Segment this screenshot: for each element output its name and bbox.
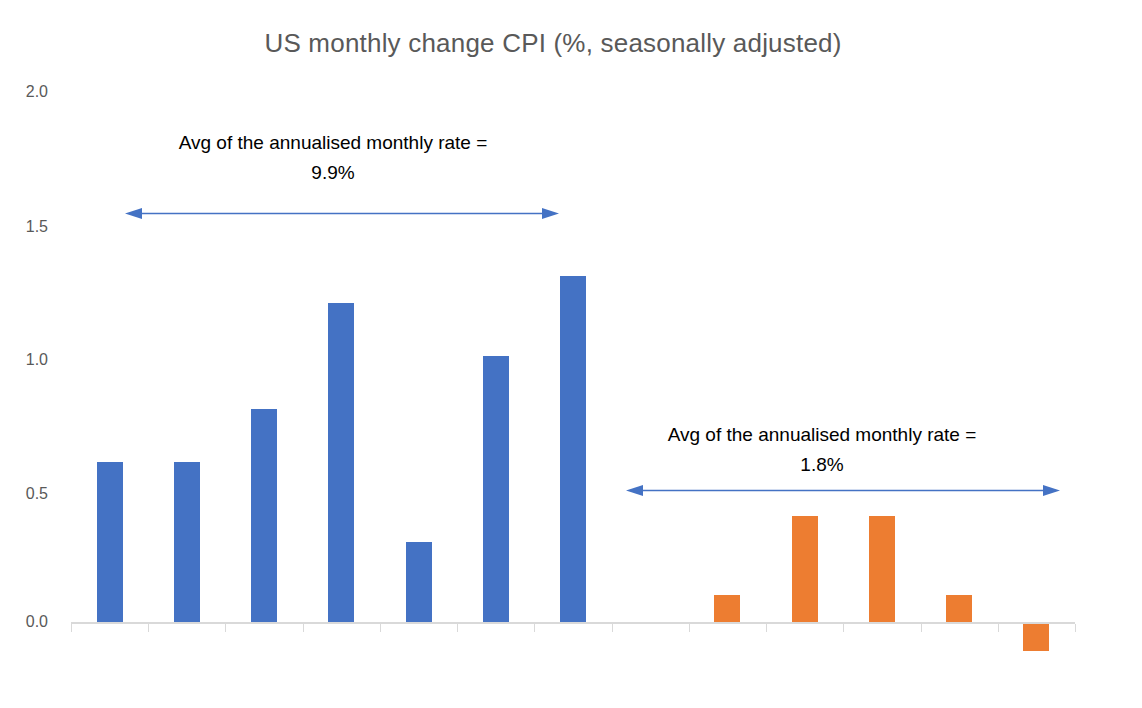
orange-bar	[1023, 624, 1049, 651]
x-axis-tick-mark	[1075, 624, 1076, 632]
orange-bar	[714, 595, 740, 622]
x-axis-tick-mark	[843, 624, 844, 632]
x-axis-tick-mark	[148, 624, 149, 632]
blue-bar	[251, 409, 277, 622]
blue-bar	[174, 462, 200, 622]
x-axis-tick-mark	[457, 624, 458, 632]
x-axis-tick-mark	[71, 624, 72, 632]
annotation-blue-period: Avg of the annualised monthly rate = 9.9…	[113, 128, 553, 188]
blue-bar	[328, 303, 354, 622]
annotation-text-line2: 1.8%	[602, 450, 1042, 480]
annotation-text-line1: Avg of the annualised monthly rate =	[602, 420, 1042, 450]
x-axis-tick-mark	[380, 624, 381, 632]
x-axis-tick-mark	[998, 624, 999, 632]
annotation-text-line2: 9.9%	[113, 158, 553, 188]
double-arrow-icon	[125, 207, 559, 220]
x-axis-tick-mark	[303, 624, 304, 632]
double-arrow-icon	[626, 484, 1060, 497]
cpi-bar-chart: US monthly change CPI (%, seasonally adj…	[0, 0, 1142, 708]
blue-bar	[406, 542, 432, 622]
plot-area	[0, 0, 1142, 708]
blue-bar	[560, 276, 586, 622]
x-axis-tick-mark	[921, 624, 922, 632]
x-axis-tick-mark	[612, 624, 613, 632]
orange-bar	[869, 516, 895, 622]
annotation-orange-period: Avg of the annualised monthly rate = 1.8…	[602, 420, 1042, 480]
annotation-text-line1: Avg of the annualised monthly rate =	[113, 128, 553, 158]
x-axis-tick-mark	[534, 624, 535, 632]
x-axis-tick-mark	[689, 624, 690, 632]
x-axis-tick-mark	[766, 624, 767, 632]
orange-bar	[792, 516, 818, 622]
x-axis-tick-mark	[225, 624, 226, 632]
x-axis-line	[71, 622, 1075, 624]
blue-bar	[97, 462, 123, 622]
blue-bar	[483, 356, 509, 622]
orange-bar	[946, 595, 972, 622]
